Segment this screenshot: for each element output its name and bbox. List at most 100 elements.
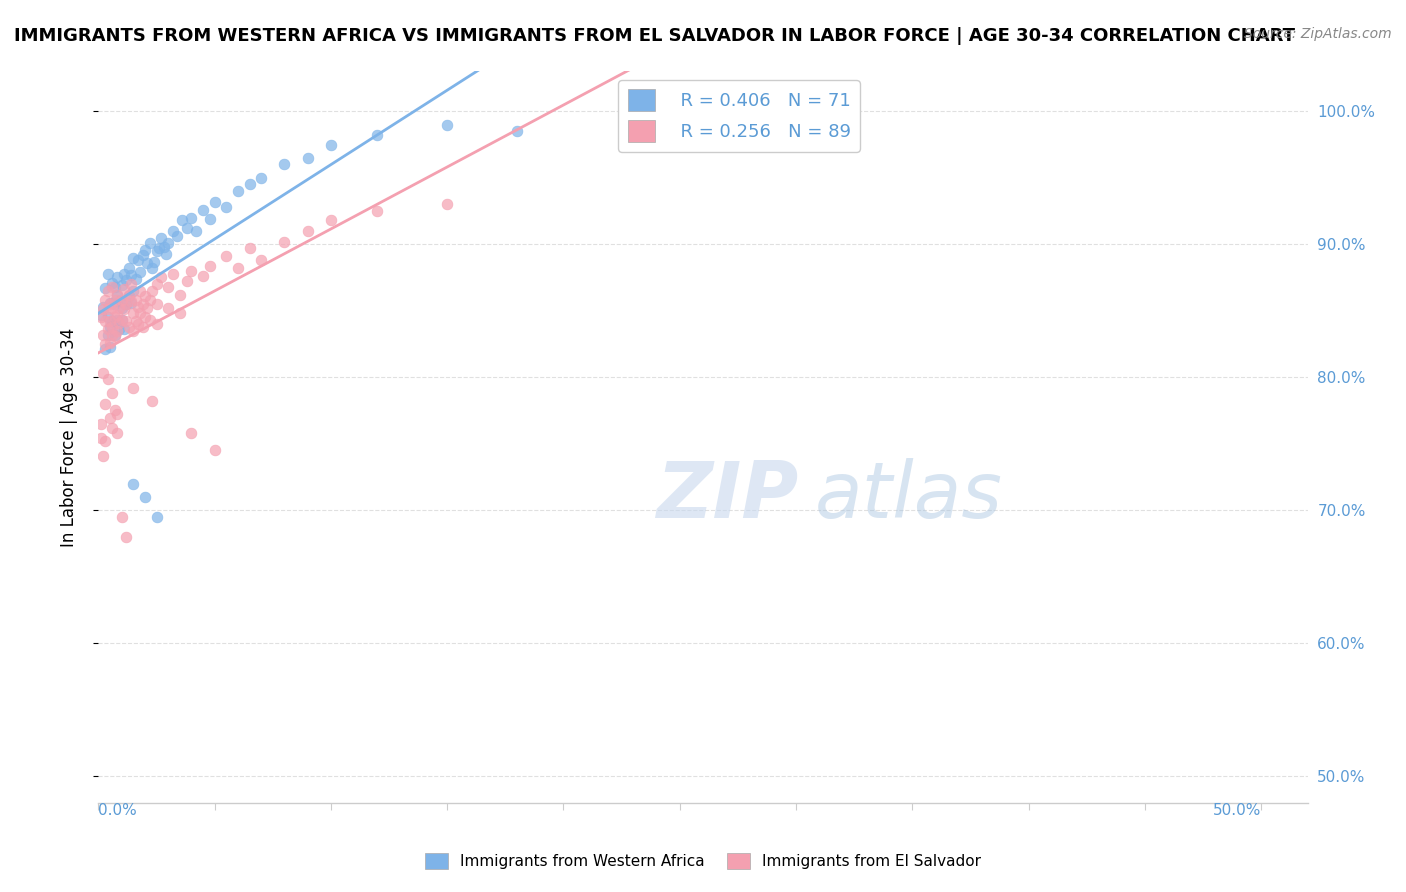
- Point: [180, 264, 202, 278]
- Point: [122, 251, 145, 265]
- Point: [90, 308, 112, 322]
- Point: [105, 324, 128, 338]
- Point: [239, 241, 262, 255]
- Point: [129, 265, 152, 279]
- Point: [108, 322, 131, 336]
- Point: [112, 302, 135, 317]
- Point: [184, 224, 207, 238]
- Point: [120, 294, 142, 309]
- Point: [101, 421, 124, 435]
- Point: [141, 261, 163, 276]
- Point: [101, 314, 124, 328]
- Point: [136, 301, 159, 315]
- Point: [97, 310, 120, 325]
- Point: [273, 157, 295, 171]
- Point: [319, 137, 342, 152]
- Point: [191, 202, 214, 217]
- Point: [91, 302, 114, 317]
- Point: [91, 366, 114, 380]
- Point: [105, 287, 128, 301]
- Point: [226, 261, 249, 276]
- Legend:   R = 0.406   N = 71,   R = 0.256   N = 89: R = 0.406 N = 71, R = 0.256 N = 89: [619, 80, 860, 152]
- Point: [115, 530, 138, 544]
- Point: [157, 280, 180, 294]
- Point: [273, 235, 295, 249]
- Point: [134, 289, 156, 303]
- Point: [90, 417, 112, 431]
- Point: [122, 306, 145, 320]
- Point: [169, 287, 191, 301]
- Text: Source: ZipAtlas.com: Source: ZipAtlas.com: [1244, 27, 1392, 41]
- Y-axis label: In Labor Force | Age 30-34: In Labor Force | Age 30-34: [59, 327, 77, 547]
- Point: [297, 224, 319, 238]
- Point: [145, 317, 167, 331]
- Point: [366, 128, 388, 143]
- Point: [115, 273, 138, 287]
- Point: [90, 310, 112, 325]
- Point: [138, 235, 160, 250]
- Point: [97, 322, 120, 336]
- Point: [118, 319, 141, 334]
- Point: [122, 284, 145, 298]
- Point: [98, 314, 121, 328]
- Point: [198, 211, 221, 226]
- Point: [204, 443, 226, 458]
- Point: [108, 294, 131, 309]
- Point: [97, 302, 120, 317]
- Point: [166, 229, 188, 244]
- Point: [122, 476, 145, 491]
- Point: [105, 308, 128, 322]
- Point: [145, 277, 167, 292]
- Point: [162, 224, 184, 238]
- Point: [108, 316, 131, 330]
- Point: [94, 281, 117, 295]
- Point: [319, 213, 342, 227]
- Point: [104, 293, 127, 307]
- Point: [131, 297, 153, 311]
- Point: [204, 194, 226, 209]
- Point: [127, 253, 149, 268]
- Point: [115, 297, 138, 311]
- Point: [143, 254, 166, 268]
- Point: [131, 319, 153, 334]
- Point: [180, 426, 202, 441]
- Point: [150, 230, 173, 244]
- Point: [111, 313, 134, 327]
- Point: [131, 248, 153, 262]
- Point: [134, 243, 156, 257]
- Point: [111, 301, 134, 315]
- Point: [124, 314, 146, 328]
- Point: [112, 283, 135, 297]
- Point: [104, 327, 127, 342]
- Point: [172, 213, 194, 227]
- Point: [94, 343, 117, 357]
- Point: [104, 329, 127, 343]
- Point: [138, 313, 160, 327]
- Point: [366, 204, 388, 219]
- Point: [198, 259, 221, 273]
- Point: [136, 256, 159, 270]
- Point: [97, 371, 120, 385]
- Point: [120, 295, 142, 310]
- Point: [250, 170, 273, 185]
- Point: [239, 178, 262, 192]
- Point: [108, 301, 131, 315]
- Point: [105, 313, 128, 327]
- Point: [94, 397, 117, 411]
- Point: [112, 322, 135, 336]
- Point: [138, 293, 160, 307]
- Point: [157, 235, 180, 250]
- Text: 0.0%: 0.0%: [98, 803, 138, 818]
- Point: [94, 314, 117, 328]
- Point: [101, 280, 124, 294]
- Point: [115, 297, 138, 311]
- Point: [101, 295, 124, 310]
- Point: [124, 293, 146, 307]
- Point: [118, 289, 141, 303]
- Point: [129, 284, 152, 298]
- Point: [250, 253, 273, 268]
- Point: [105, 287, 128, 301]
- Point: [150, 270, 173, 285]
- Point: [91, 300, 114, 314]
- Point: [104, 403, 127, 417]
